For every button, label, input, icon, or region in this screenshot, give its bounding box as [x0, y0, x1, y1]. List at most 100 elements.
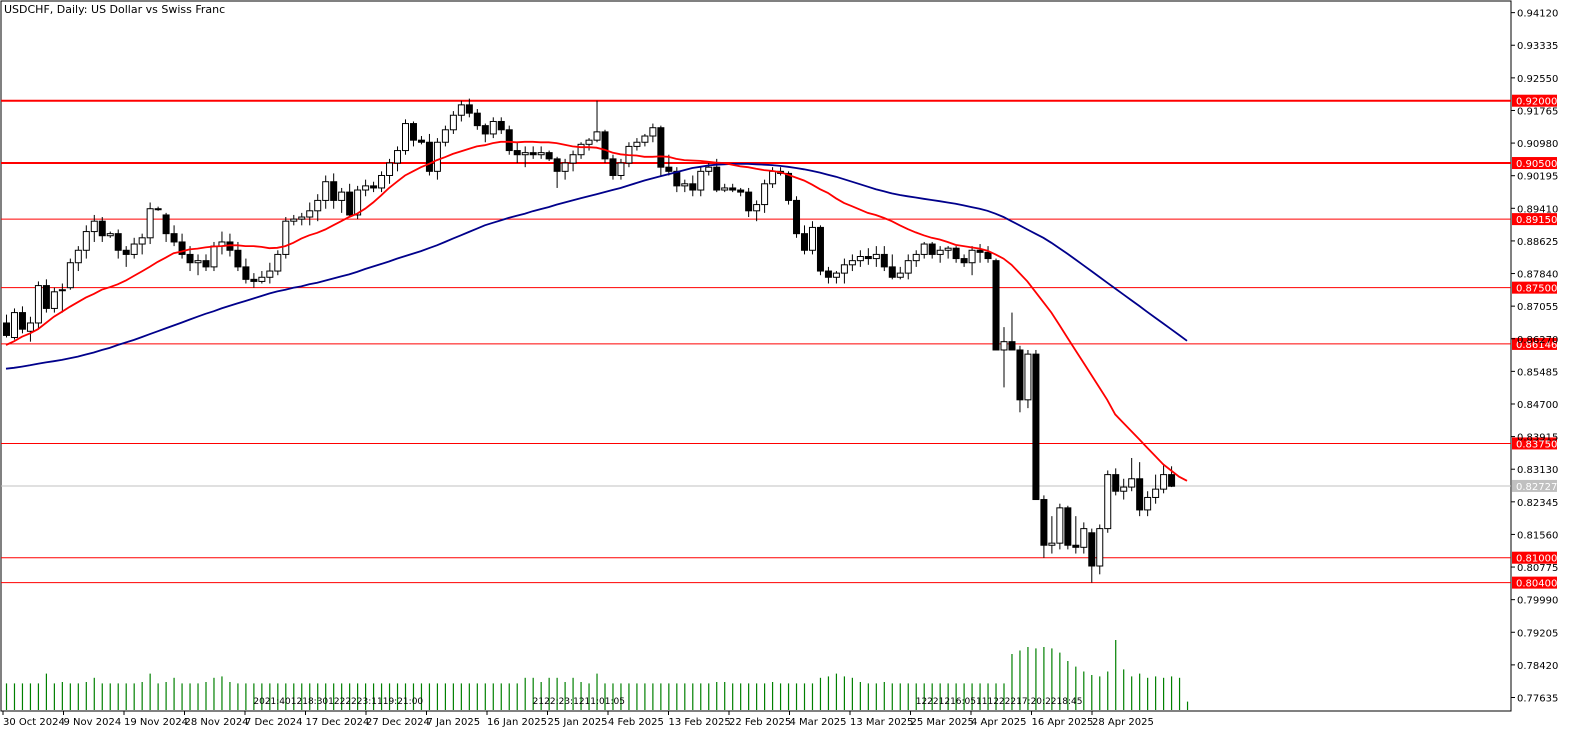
candle-body	[481, 125, 489, 135]
x-tick-label: 25 Mar 2025	[911, 717, 974, 728]
candle-body	[186, 253, 194, 264]
tick-annotations: 2021:401218:301222223:1119:21:00 2122:23:…	[253, 697, 1082, 707]
candle-body	[1072, 544, 1080, 548]
x-tick-label: 17 Dec 2024	[306, 717, 370, 728]
candle-body	[425, 141, 433, 172]
candle-body	[234, 249, 242, 268]
candle-body	[18, 312, 26, 330]
candle-body	[1152, 488, 1160, 498]
candle-body	[537, 152, 545, 156]
candle-body	[649, 127, 657, 137]
candle-body	[657, 127, 665, 168]
x-tick-label: 4 Mar 2025	[790, 717, 847, 728]
candle-body	[1080, 528, 1088, 548]
candle-body	[888, 266, 896, 278]
x-tick-label: 16 Jan 2025	[487, 717, 547, 728]
y-tick-label: 0.90980	[1517, 139, 1558, 150]
candle-body	[66, 262, 74, 289]
y-tick-label: 0.82345	[1517, 498, 1558, 509]
candle-body	[729, 187, 737, 191]
candle-body	[394, 150, 402, 164]
candle-body	[896, 272, 904, 278]
y-tick-label: 0.94120	[1517, 9, 1558, 20]
y-tick-label: 0.83130	[1517, 465, 1558, 476]
x-tick-label: 28 Apr 2025	[1092, 717, 1154, 728]
x-tick-label: 13 Feb 2025	[669, 717, 731, 728]
candle-body	[1096, 528, 1104, 567]
candlesticks	[3, 98, 1176, 583]
level-label-bg	[1512, 576, 1557, 589]
x-tick-label: 4 Apr 2025	[971, 717, 1026, 728]
y-tick-label: 0.84700	[1517, 400, 1558, 411]
candle-body	[593, 131, 601, 141]
level-label: 0.92000	[1516, 97, 1557, 108]
candle-body	[465, 104, 473, 114]
candle-body	[26, 322, 34, 332]
candle-body	[856, 256, 864, 262]
candle-body	[122, 249, 130, 255]
candle-body	[769, 170, 777, 185]
candle-body	[864, 256, 872, 260]
candle-body	[689, 183, 697, 191]
y-tick-label: 0.88625	[1517, 237, 1558, 248]
candle-body	[848, 260, 856, 266]
candle-body	[824, 270, 832, 278]
y-tick-label: 0.77635	[1517, 693, 1558, 704]
x-tick-label: 16 Apr 2025	[1032, 717, 1094, 728]
candle-body	[976, 249, 984, 253]
candle-body	[1088, 532, 1096, 567]
candle-body	[178, 241, 186, 255]
candle-body	[832, 272, 840, 278]
candle-body	[386, 162, 394, 176]
candle-body	[785, 172, 793, 201]
candle-body	[50, 291, 58, 309]
candle-body	[936, 249, 944, 255]
candle-body	[409, 123, 417, 141]
y-tick-label: 0.86270	[1517, 335, 1558, 346]
level-label: 0.80400	[1516, 579, 1557, 590]
level-label: 0.86146	[1516, 340, 1557, 351]
candle-body	[138, 237, 146, 245]
candle-body	[705, 166, 713, 172]
candle-body	[1160, 474, 1168, 490]
candle-body	[314, 199, 322, 212]
horizontal-levels[interactable]: 0.92000 0.90500 0.89150 0.87500 0.86146 0.837…	[1, 94, 1557, 590]
candle-body	[330, 181, 338, 201]
tick-annotation: 2021:401218:301222223:1119:21:00	[253, 697, 423, 707]
candle-body	[433, 141, 441, 172]
candle-body	[753, 204, 761, 212]
x-tick-label: 9 Nov 2024	[64, 717, 122, 728]
candle-body	[521, 152, 529, 156]
y-tick-label: 0.87055	[1517, 302, 1558, 313]
candle-body	[202, 260, 210, 268]
y-tick-label: 0.91765	[1517, 106, 1558, 117]
candle-body	[106, 233, 114, 237]
candle-body	[473, 112, 481, 127]
x-tick-label: 30 Oct 2024	[3, 717, 65, 728]
price-axis: 0.94120 0.93335 0.92550 0.91765 0.90980 0.901…	[1511, 9, 1558, 704]
x-tick-label: 13 Mar 2025	[850, 717, 913, 728]
candle-body	[417, 139, 425, 143]
candle-body	[569, 154, 577, 164]
candle-body	[170, 233, 178, 243]
y-tick-label: 0.93335	[1517, 41, 1558, 52]
candle-body	[242, 266, 250, 280]
x-tick-label: 7 Jan 2025	[427, 717, 481, 728]
plot-border	[0, 0, 1512, 712]
candle-body	[601, 131, 609, 160]
candle-body	[1144, 496, 1152, 511]
level-label-bg	[1512, 437, 1557, 450]
candle-body	[713, 166, 721, 191]
y-tick-label: 0.79205	[1517, 628, 1558, 639]
candle-body	[1120, 486, 1128, 492]
level-label: 0.83750	[1516, 439, 1557, 450]
candle-body	[114, 233, 122, 251]
candle-body	[1128, 478, 1136, 488]
candle-body	[282, 220, 290, 255]
candle-body	[505, 129, 513, 152]
candle-body	[290, 218, 298, 222]
candle-body	[968, 249, 976, 264]
candle-body	[1168, 474, 1176, 487]
